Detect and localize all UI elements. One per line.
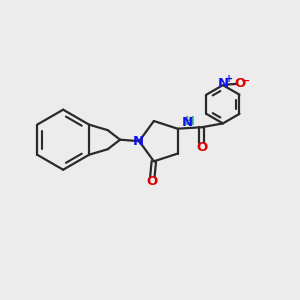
Text: +: + [225,74,233,84]
Text: O: O [147,175,158,188]
Text: O: O [234,77,246,91]
Text: −: − [241,76,250,86]
Text: H: H [185,115,195,128]
Text: O: O [196,141,207,154]
Text: N: N [217,77,229,91]
Text: N: N [133,135,144,148]
Text: N: N [182,116,193,129]
